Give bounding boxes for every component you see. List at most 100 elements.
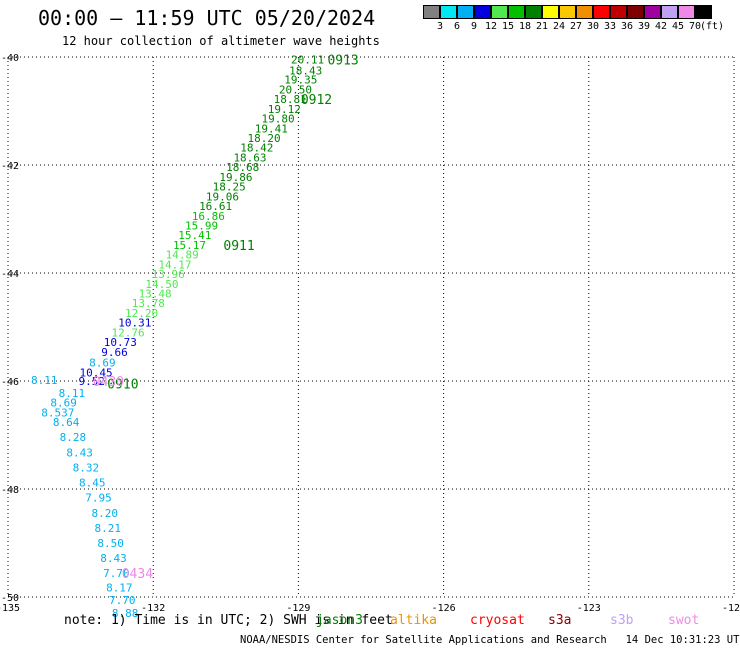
wave-height-value: 10.45 bbox=[80, 366, 113, 379]
wave-height-value: 16.61 bbox=[199, 200, 232, 213]
colorbar-label: 36 bbox=[621, 21, 634, 32]
x-tick-label: -132 bbox=[141, 603, 165, 614]
wave-height-value: 19.86 bbox=[219, 171, 252, 184]
colorbar-swatch bbox=[576, 5, 593, 19]
wave-height-value: 20.11 bbox=[291, 54, 324, 67]
colorbar-label: 45 bbox=[672, 21, 685, 32]
wave-height-value: 8.69 bbox=[89, 357, 116, 370]
colorbar-label: 42 bbox=[655, 21, 668, 32]
time-label: 0910 bbox=[107, 378, 138, 393]
wave-height-value: 18.81 bbox=[274, 93, 307, 106]
wave-height-value: 19.35 bbox=[284, 74, 317, 87]
wave-height-value: 9.52 bbox=[78, 375, 105, 388]
wave-height-value: 19.12 bbox=[268, 103, 301, 116]
y-tick-label: -42 bbox=[1, 161, 19, 172]
wave-height-value: 7.70 bbox=[103, 567, 130, 580]
satellite-label-s3a: s3a bbox=[548, 613, 572, 628]
wave-height-value: 14.50 bbox=[145, 278, 178, 291]
wave-height-value: 13.48 bbox=[139, 288, 172, 301]
wave-height-value: 19.41 bbox=[255, 122, 288, 135]
time-label: 0912 bbox=[301, 93, 332, 108]
wave-height-value: 8.537 bbox=[41, 406, 74, 419]
page-title: 00:00 — 11:59 UTC 05/20/2024 bbox=[38, 6, 376, 30]
colorbar-label: 3 bbox=[437, 21, 444, 32]
colorbar-label: 39 bbox=[638, 21, 651, 32]
wave-height-value: 8.69 bbox=[50, 397, 77, 410]
wave-height-value: 18.63 bbox=[233, 151, 266, 164]
colorbar-swatch bbox=[542, 5, 559, 19]
wave-height-value: 18.20 bbox=[247, 132, 280, 145]
colorbar-swatch bbox=[423, 5, 440, 19]
colorbar-label: 12 bbox=[485, 21, 498, 32]
y-tick-label: -50 bbox=[1, 593, 19, 604]
wave-height-value: 18.42 bbox=[240, 142, 273, 155]
wave-height-value: 8.11 bbox=[59, 387, 86, 400]
wave-height-value: 16.86 bbox=[192, 210, 225, 223]
wave-height-value: 8.43 bbox=[66, 446, 93, 459]
colorbar-label: 18 bbox=[519, 21, 532, 32]
colorbar-swatch bbox=[678, 5, 695, 19]
colorbar-label: 21 bbox=[536, 21, 549, 32]
wave-height-value: 8.21 bbox=[94, 522, 121, 535]
time-label: 0911 bbox=[223, 239, 254, 254]
colorbar-label: 30 bbox=[587, 21, 600, 32]
wave-height-value: 9.66 bbox=[101, 346, 128, 359]
y-tick-label: -40 bbox=[1, 53, 19, 64]
wave-height-value: 8.11 bbox=[31, 374, 58, 387]
satellite-label-cryosat: cryosat bbox=[470, 613, 525, 628]
colorbar-swatch bbox=[525, 5, 542, 19]
wave-height-value: 8.32 bbox=[73, 461, 100, 474]
x-tick-label: -126 bbox=[432, 603, 456, 614]
wave-height-value: 19.06 bbox=[206, 190, 239, 203]
colorbar-label: 24 bbox=[553, 21, 566, 32]
wave-height-value: 10.31 bbox=[118, 317, 151, 330]
wave-height-value: 8.45 bbox=[79, 477, 106, 490]
colorbar-swatch bbox=[644, 5, 661, 19]
satellite-label-swot: swot bbox=[668, 613, 700, 628]
wave-height-value: 7.70 bbox=[109, 594, 136, 607]
wave-height-value: 15.41 bbox=[178, 229, 211, 242]
colorbar-label: 6 bbox=[454, 21, 461, 32]
footer-credit: NOAA/NESDIS Center for Satellite Applica… bbox=[240, 634, 740, 646]
wave-height-value: 20.50 bbox=[279, 83, 312, 96]
wave-height-value: 14.89 bbox=[166, 249, 199, 262]
satellite-label-jason3: jason3 bbox=[316, 613, 363, 628]
wave-height-value: 18.68 bbox=[226, 161, 259, 174]
wave-height-value: 14.17 bbox=[158, 258, 191, 271]
y-tick-label: -46 bbox=[1, 377, 19, 388]
colorbar-swatch bbox=[593, 5, 610, 19]
wave-height-value: 8.20 bbox=[92, 507, 119, 520]
colorbar-swatch bbox=[695, 5, 712, 19]
time-label: 0434 bbox=[122, 567, 153, 582]
wave-height-value: 19.80 bbox=[262, 113, 295, 126]
colorbar-swatch bbox=[474, 5, 491, 19]
grid-lines bbox=[7, 56, 735, 598]
page-subtitle: 12 hour collection of altimeter wave hei… bbox=[62, 34, 380, 48]
time-label: 0913 bbox=[327, 54, 358, 69]
colorbar-swatch bbox=[440, 5, 457, 19]
colorbar-label: 70 bbox=[689, 21, 702, 32]
colorbar-label: (ft) bbox=[700, 21, 725, 32]
wave-height-value: 8.43 bbox=[100, 552, 127, 565]
wave-height-value: 13.78 bbox=[132, 297, 165, 310]
x-tick-label: -123 bbox=[577, 603, 601, 614]
x-tick-label: -135 bbox=[0, 603, 20, 614]
footer-note: note: 1) Time is in UTC; 2) SWH is in fe… bbox=[64, 613, 393, 628]
wave-height-value: 8.17 bbox=[106, 581, 133, 594]
axes: -135 -132 -129 -126 -123 -120 -40 -42 -44 -46 -48 -… bbox=[0, 53, 740, 614]
wave-height-value: 15.99 bbox=[185, 219, 218, 232]
x-tick-label: -120 bbox=[722, 603, 740, 614]
colorbar-swatch bbox=[508, 5, 525, 19]
wave-height-value: 10.73 bbox=[104, 336, 137, 349]
wave-height-value: 7.95 bbox=[85, 492, 112, 505]
wave-height-value: 12.76 bbox=[111, 326, 144, 339]
x-tick-label: -129 bbox=[286, 603, 310, 614]
colorbar-swatch bbox=[610, 5, 627, 19]
colorbar-label: 27 bbox=[570, 21, 583, 32]
data-points: 20.1118.4319.3520.5018.8119.1219.8019.41… bbox=[31, 54, 324, 621]
time-label: 0430 bbox=[93, 375, 124, 390]
wave-height-value: 12.20 bbox=[125, 307, 158, 320]
wave-height-value: 8.50 bbox=[97, 537, 124, 550]
